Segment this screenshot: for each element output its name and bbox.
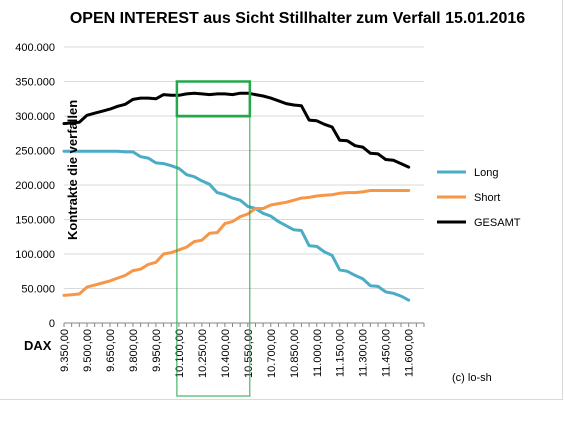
x-tick-label: 10.400,00	[220, 329, 232, 378]
x-tick-label: 10.250,00	[197, 329, 209, 378]
series-line-long	[62, 149, 411, 302]
legend-label-gesamt: GESAMT	[474, 217, 521, 229]
y-tick-label: 300.000	[15, 111, 55, 123]
highlight-box	[175, 80, 252, 118]
y-tick-label: 200.000	[15, 180, 55, 192]
chart-frame	[0, 0, 563, 400]
x-tick-label: 9.500,00	[82, 329, 94, 372]
y-tick-labels: 0 50.000 100.000 150.000 200.000 250.000 300.0…	[15, 42, 55, 330]
y-axis-label: Kontrakte die verfallen	[65, 100, 80, 240]
x-tick-label: 10.700,00	[266, 329, 278, 378]
x-tick-label: 9.800,00	[128, 329, 140, 372]
copyright-note: (c) lo-sh	[452, 372, 492, 384]
y-tick-label: 350.000	[15, 77, 55, 89]
y-tick-label: 150.000	[15, 215, 55, 227]
x-tick-label: 9.650,00	[105, 329, 117, 372]
y-tick-label: 100.000	[15, 249, 55, 261]
y-tick-label: 400.000	[15, 42, 55, 54]
x-tick-label: 9.950,00	[151, 329, 163, 372]
legend: Long Short GESAMT	[437, 167, 521, 229]
legend-label-long: Long	[474, 167, 498, 179]
series-line-short	[62, 189, 411, 297]
x-tick-label: 9.350,00	[59, 329, 71, 372]
x-tick-label: 11.600,00	[404, 329, 416, 377]
highlight-boxes	[175, 80, 252, 397]
x-tick-labels: 9.350,00 9.500,00 9.650,00 9.800,00 9.950,00…	[59, 329, 416, 378]
series-line-gesamt	[62, 91, 411, 169]
x-axis-label: DAX	[24, 338, 52, 353]
legend-label-short: Short	[474, 192, 500, 204]
x-tick-label: 10.100,00	[174, 329, 186, 378]
series-lines	[62, 91, 411, 302]
x-tick-marks	[63, 323, 425, 327]
y-tick-label: 0	[49, 318, 55, 330]
x-tick-label: 11.000,00	[312, 329, 324, 377]
y-tick-label: 250.000	[15, 146, 55, 158]
x-tick-label: 11.150,00	[335, 329, 347, 377]
x-tick-label: 10.850,00	[289, 329, 301, 378]
x-tick-label: 10.550,00	[243, 329, 255, 378]
y-tick-label: 50.000	[21, 284, 55, 296]
x-tick-label: 11.450,00	[381, 329, 393, 377]
highlight-range	[176, 116, 251, 397]
x-tick-label: 11.300,00	[358, 329, 370, 377]
chart-title: OPEN INTEREST aus Sicht Stillhalter zum …	[69, 10, 526, 27]
gridlines	[64, 46, 424, 289]
